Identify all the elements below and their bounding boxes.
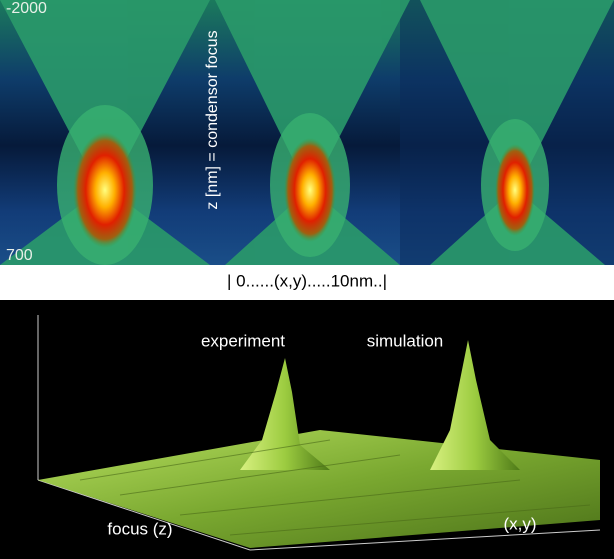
x-axis-label: | 0......(x,y).....10nm..| — [227, 271, 387, 290]
focus-spot — [73, 132, 137, 248]
peak-label: experiment — [201, 331, 285, 350]
page: -2000 700 z [nm] = condensor focus | 0..… — [0, 0, 614, 559]
z-axis-label: z [nm] = condensor focus — [204, 30, 221, 209]
focus-map: -2000 700 z [nm] = condensor focus — [0, 0, 614, 265]
focus-spot — [284, 138, 336, 242]
z-bottom-label: 700 — [6, 247, 33, 264]
surface-plot: experiment simulation focus (z) (x,y) — [0, 300, 614, 559]
z-top-label: -2000 — [6, 0, 47, 17]
focus-axis-label: focus (z) — [107, 519, 172, 538]
figure: -2000 700 z [nm] = condensor focus | 0..… — [0, 0, 614, 559]
xy-axis-label: (x,y) — [503, 514, 536, 533]
focus-spot — [495, 144, 535, 236]
peak-label: simulation — [367, 331, 444, 350]
